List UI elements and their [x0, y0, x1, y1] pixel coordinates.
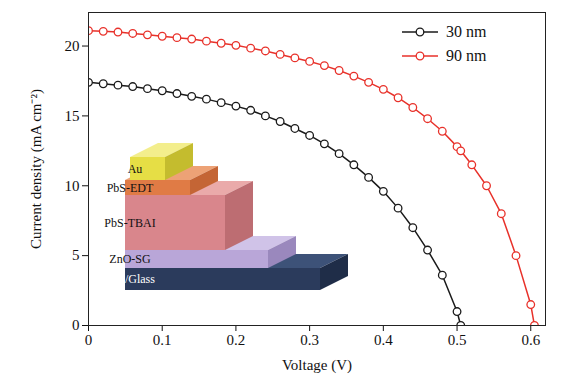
svg-text:Au: Au	[128, 162, 143, 176]
svg-text:Voltage (V): Voltage (V)	[282, 357, 352, 374]
svg-text:0: 0	[85, 332, 93, 348]
html-text:30 nm: 30 nm	[446, 23, 487, 40]
svg-text:20: 20	[65, 38, 80, 54]
svg-text:0: 0	[72, 317, 80, 333]
svg-text:10: 10	[65, 178, 80, 194]
svg-text:0.1: 0.1	[153, 332, 172, 348]
svg-text:0.3: 0.3	[300, 332, 319, 348]
svg-text:PbS-EDT: PbS-EDT	[107, 181, 154, 195]
svg-text:0.6: 0.6	[521, 332, 540, 348]
svg-text:5: 5	[72, 247, 80, 263]
svg-text:ITO/Glass: ITO/Glass	[105, 272, 155, 286]
svg-text:PbS-TBAI: PbS-TBAI	[104, 216, 155, 230]
svg-text:ZnO-SG: ZnO-SG	[109, 252, 151, 266]
svg-text:0.2: 0.2	[227, 332, 246, 348]
svg-text:Current density (mA cm⁻²): Current density (mA cm⁻²)	[28, 89, 45, 249]
svg-text:0.5: 0.5	[448, 332, 467, 348]
svg-text:0.4: 0.4	[374, 332, 393, 348]
svg-text:15: 15	[65, 108, 80, 124]
html-text:90 nm: 90 nm	[446, 47, 487, 64]
